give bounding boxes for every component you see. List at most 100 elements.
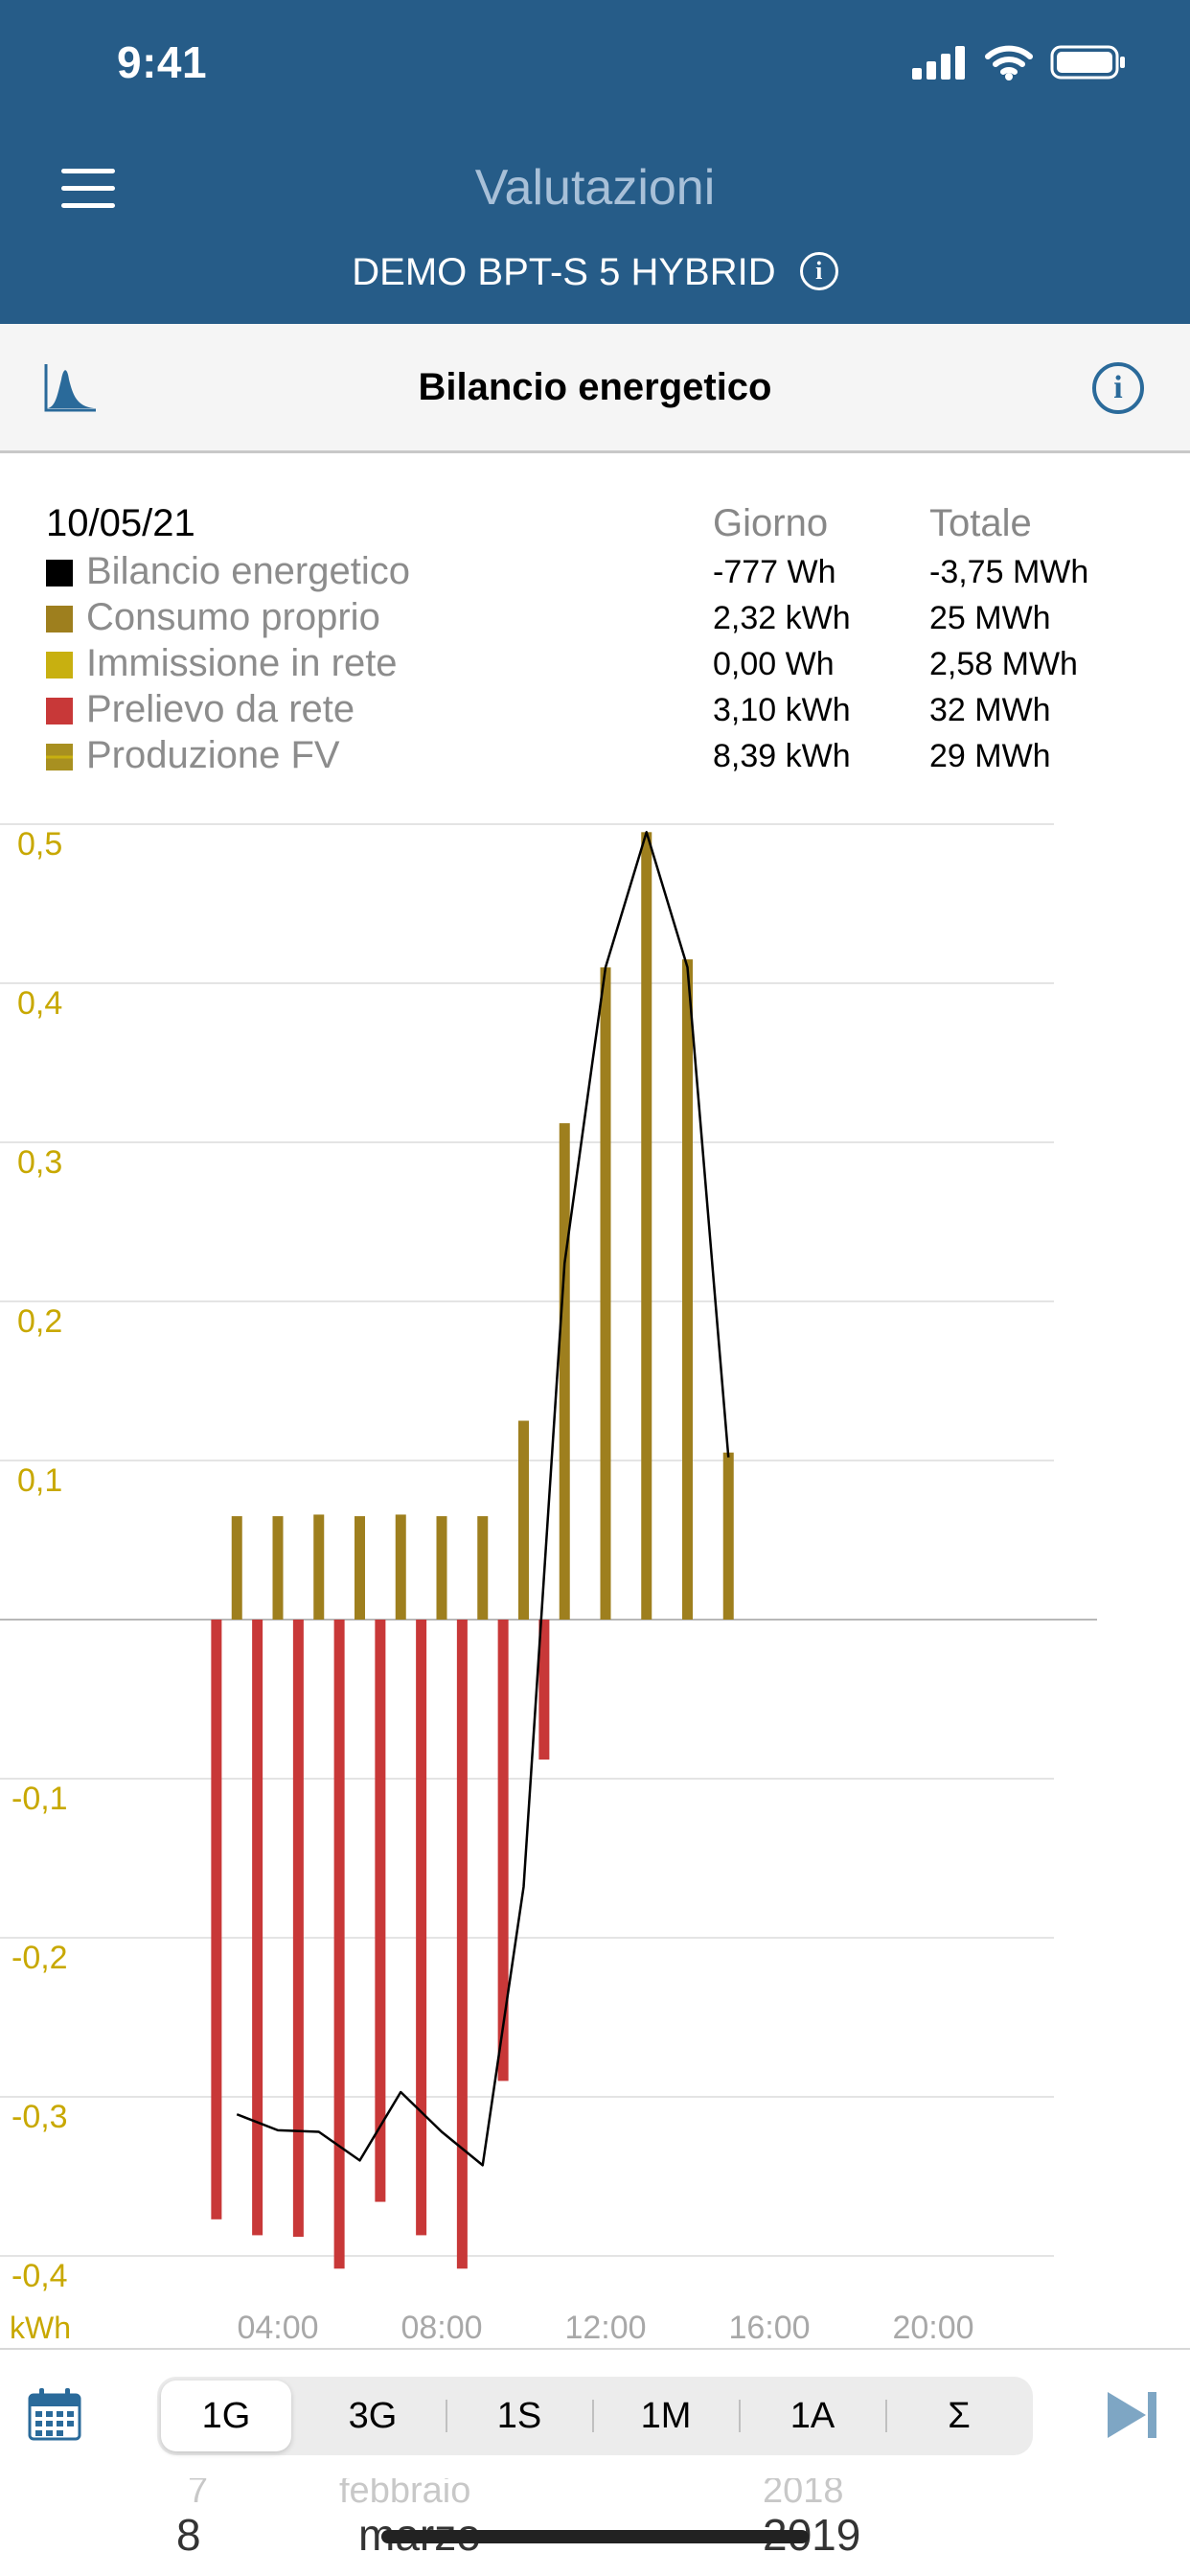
page-title: Valutazioni [474,160,716,216]
bar-prelievo-da-rete [456,1620,468,2269]
legend-label: Bilancio energetico [86,550,410,592]
segment-1-week[interactable]: 1S [496,2396,542,2436]
legend-total-value: 2,58 MWh [929,646,1078,682]
bar-prelievo-da-rete [538,1620,550,1760]
period-toolbar: 1G 3G 1S 1M 1A Σ [0,2348,1190,2480]
legend-label: Prelievo da rete [86,688,355,730]
bar-prelievo-da-rete [375,1620,386,2202]
legend-row-produzione[interactable]: Produzione FV 8,39 kWh 29 MWh [46,734,1148,780]
bar-consumo-proprio [231,1516,242,1620]
y-tick-label: -0,3 [11,2099,68,2135]
cellular-signal-icon [912,46,965,80]
x-tick-label: 12:00 [564,2310,646,2346]
picker-day-selected: 8 [176,2510,201,2560]
legend-label: Produzione FV [86,734,340,776]
y-tick-label: 0,2 [17,1303,62,1340]
bar-prelievo-da-rete [252,1620,263,2236]
chart-subheader: Bilancio energetico i [0,324,1190,453]
segment-divider [885,2400,887,2432]
picker-month-above: febbraio [339,2478,471,2511]
bar-consumo-proprio [722,1452,734,1620]
bar-consumo-proprio [641,832,652,1620]
x-tick-label: 16:00 [728,2310,810,2346]
x-tick-label: 04:00 [237,2310,318,2346]
area-chart-icon[interactable] [42,360,98,414]
legend-swatch [46,744,73,770]
legend-row-immissione[interactable]: Immissione in rete 0,00 Wh 2,58 MWh [46,642,1148,688]
segment-total[interactable]: Σ [948,2396,971,2436]
date-picker[interactable]: 7 febbraio 2018 8 marzo 2019 [0,2478,1190,2576]
legend-day-value: 2,32 kWh [713,600,851,636]
legend-total-value: -3,75 MWh [929,554,1089,590]
bar-consumo-proprio [682,959,693,1620]
segment-divider [592,2400,594,2432]
segment-divider [446,2400,447,2432]
legend-date: 10/05/21 [46,502,195,544]
legend-day-value: 3,10 kWh [713,692,851,728]
device-name: DEMO BPT-S 5 HYBRID [352,251,776,293]
bar-consumo-proprio [355,1516,365,1620]
status-icons [912,44,1127,80]
segment-1-year[interactable]: 1A [790,2396,835,2436]
legend-label: Immissione in rete [86,642,398,684]
bar-prelievo-da-rete [333,1620,345,2269]
bar-prelievo-da-rete [211,1620,222,2220]
y-unit-label: kWh [10,2311,71,2345]
y-tick-label: 0,1 [17,1462,62,1499]
picker-day-above: 7 [188,2478,209,2511]
device-info-icon[interactable]: i [799,252,838,291]
segment-divider [739,2400,741,2432]
legend-day-value: 8,39 kWh [713,738,851,774]
period-segmented-control: 1G 3G 1S 1M 1A Σ [157,2377,1033,2455]
legend-swatch [46,698,73,724]
info-icon[interactable]: i [1092,362,1144,414]
device-selector[interactable]: DEMO BPT-S 5 HYBRID i [0,251,1190,294]
y-tick-label: 0,4 [17,985,62,1022]
skip-to-end-icon[interactable] [1104,2388,1161,2442]
y-tick-label: -0,2 [11,1940,68,1976]
legend-day-value: -777 Wh [713,554,836,590]
home-indicator [381,2530,809,2543]
bar-consumo-proprio [600,967,611,1620]
bar-consumo-proprio [395,1514,406,1620]
picker-year-above: 2018 [763,2478,844,2511]
bar-prelievo-da-rete [497,1620,509,2082]
hamburger-menu-icon[interactable] [61,169,115,209]
bar-prelievo-da-rete [416,1620,427,2236]
battery-icon [1050,45,1125,80]
legend-label: Consumo proprio [86,596,380,638]
legend-total-value: 29 MWh [929,738,1051,774]
x-tick-label: 08:00 [400,2310,482,2346]
legend-total-value: 25 MWh [929,600,1051,636]
line-bilancio-energetico [236,831,730,2167]
legend-swatch [46,606,73,632]
segment-1-day[interactable]: 1G [161,2380,291,2451]
legend-day-value: 0,00 Wh [713,646,835,682]
wifi-icon [985,45,1033,80]
column-header-total: Totale [929,502,1032,544]
legend-swatch [46,560,73,586]
legend-row-bilancio[interactable]: Bilancio energetico -777 Wh -3,75 MWh [46,550,1148,596]
column-header-day: Giorno [713,502,829,544]
x-tick-label: 20:00 [892,2310,973,2346]
bar-prelievo-da-rete [292,1620,304,2238]
segment-1-month[interactable]: 1M [640,2396,692,2436]
chart-title: Bilancio energetico [418,366,772,408]
energy-balance-chart[interactable]: 0,5 0,4 0,3 0,2 0,1 -0,1 -0,2 -0,3 -0,4 kWh 04:00 0… [0,815,1190,2348]
bar-consumo-proprio [559,1123,570,1620]
bar-consumo-proprio [272,1516,284,1620]
bar-consumo-proprio [436,1516,447,1620]
bar-consumo-proprio [477,1516,489,1620]
legend-swatch [46,652,73,678]
legend-row-consumo[interactable]: Consumo proprio 2,32 kWh 25 MWh [46,596,1148,642]
y-tick-label: -0,1 [11,1781,68,1817]
legend-total-value: 32 MWh [929,692,1051,728]
calendar-icon[interactable] [27,2386,82,2442]
y-tick-label: -0,4 [11,2258,68,2294]
legend-row-prelievo[interactable]: Prelievo da rete 3,10 kWh 32 MWh [46,688,1148,734]
bar-consumo-proprio [313,1514,325,1620]
status-time: 9:41 [117,37,208,87]
y-tick-label: 0,5 [17,826,62,862]
y-tick-label: 0,3 [17,1144,62,1181]
segment-3-days[interactable]: 3G [348,2396,398,2436]
